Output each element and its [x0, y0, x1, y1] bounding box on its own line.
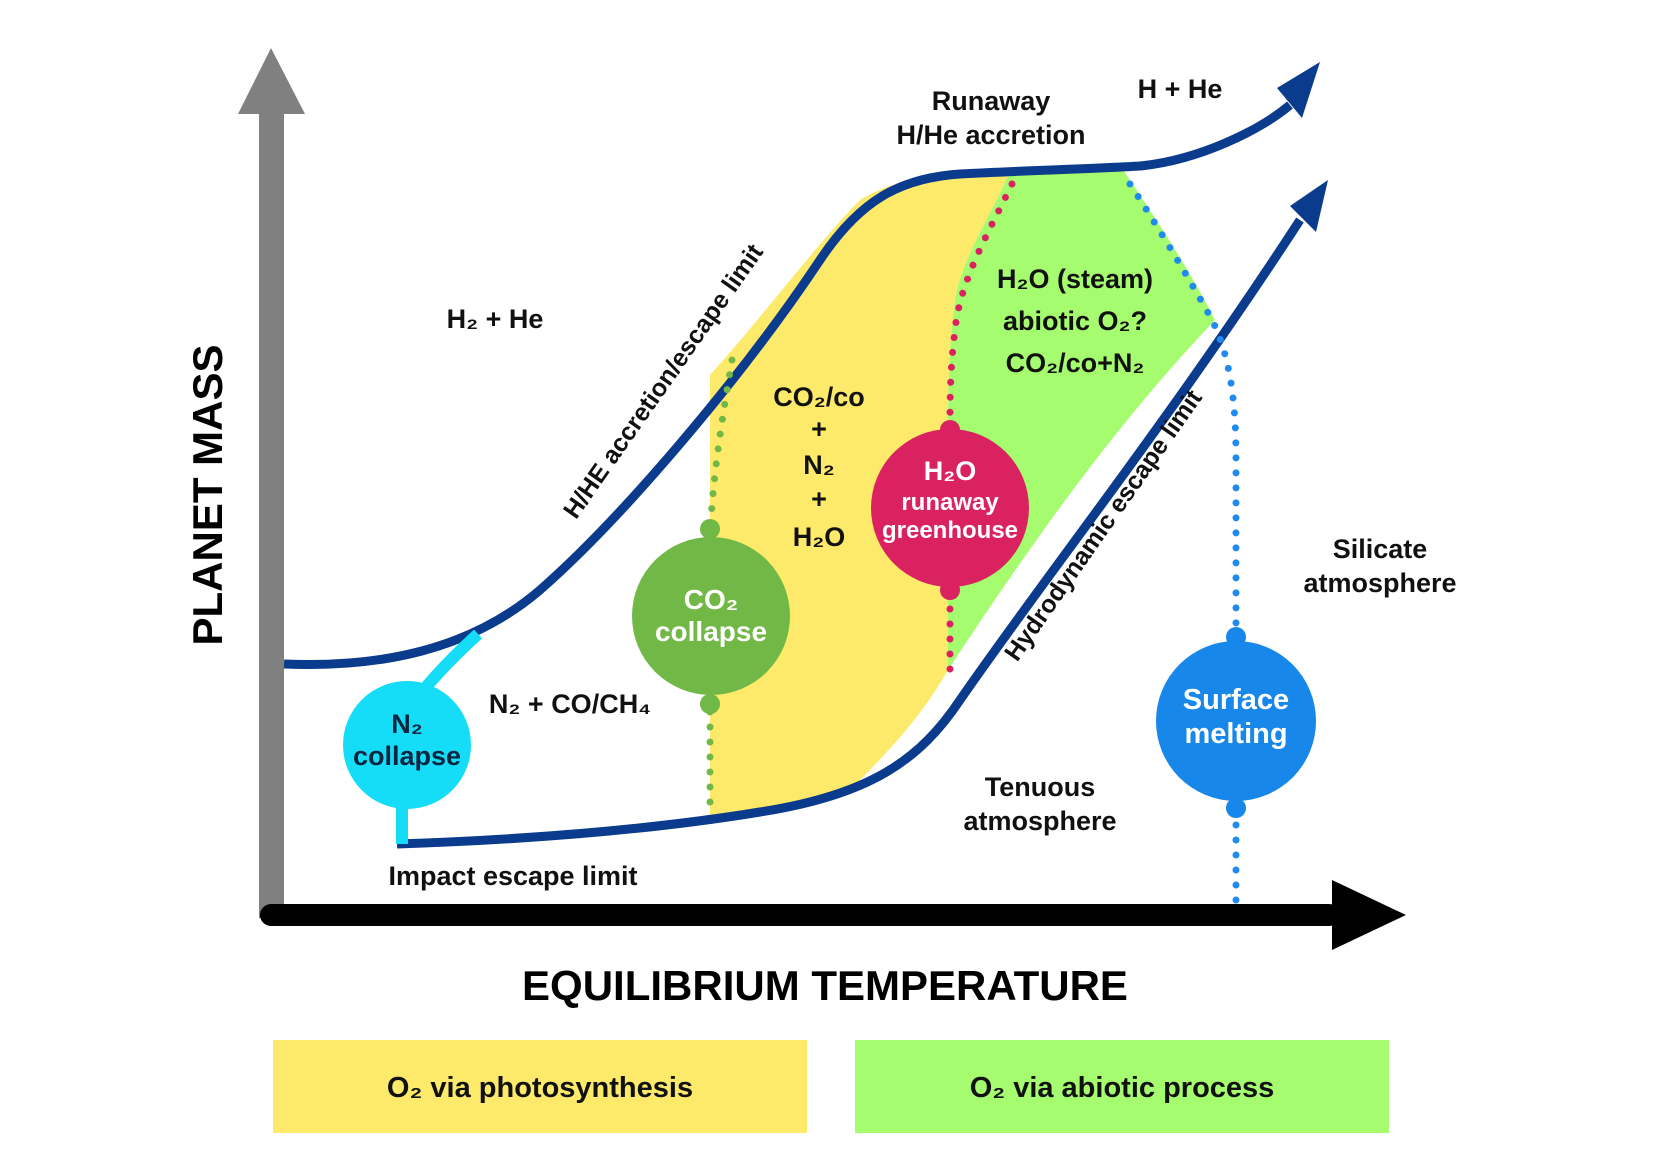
y-axis-arrowhead: [238, 48, 305, 114]
accretion-arrowhead: [1277, 62, 1320, 118]
yellow-region-line1: CO₂/co: [773, 382, 865, 412]
tenuous-label-line2: atmosphere: [963, 806, 1116, 836]
hydrodynamic-escape-curve: [396, 217, 1304, 849]
tenuous-label-line1: Tenuous: [985, 772, 1096, 802]
co2-collapse-node: [632, 519, 790, 714]
surface-melting-node: [1156, 627, 1316, 818]
hydrodynamic-arrowhead: [1290, 180, 1328, 232]
surface-melting-label-line1: Surface: [1183, 684, 1289, 716]
legend-photosynthesis-swatch: [273, 1040, 807, 1133]
yellow-region-line4: +: [811, 484, 827, 514]
n2-co-ch4-label: N₂ + CO/CH₄: [489, 689, 651, 719]
runaway-label-line1: Runaway: [932, 86, 1051, 116]
legend: O₂ via photosynthesis O₂ via abiotic pro…: [273, 1040, 1389, 1133]
yellow-region-line3: N₂: [803, 450, 835, 480]
photosynthesis-region: [710, 170, 1010, 818]
impact-escape-label: Impact escape limit: [388, 861, 637, 891]
legend-photosynthesis-label: O₂ via photosynthesis: [387, 1072, 693, 1104]
green-region-line1: H₂O (steam): [997, 264, 1153, 294]
x-axis-title: EQUILIBRIUM TEMPERATURE: [522, 962, 1128, 1009]
h2o-runaway-label-line3: greenhouse: [882, 517, 1018, 544]
n2-collapse-circle: [343, 681, 471, 809]
h2o-runaway-label-line2: runaway: [901, 489, 999, 516]
runaway-greenhouse-boundary: [946, 180, 1016, 434]
silicate-label-line2: atmosphere: [1303, 568, 1456, 598]
legend-abiotic-swatch: [855, 1040, 1389, 1133]
x-axis-arrowhead: [1332, 880, 1406, 950]
h2-he-label: H₂ + He: [447, 304, 544, 334]
co2-collapse-boundary: [706, 356, 736, 544]
legend-abiotic-label: O₂ via abiotic process: [970, 1072, 1275, 1104]
silicate-label-line1: Silicate: [1333, 534, 1428, 564]
n2-collapse-label-line1: N₂: [391, 709, 423, 739]
yellow-region-line5: H₂O: [793, 522, 846, 552]
h2o-runaway-node: [871, 420, 1029, 600]
green-region-line3: CO₂/co+N₂: [1006, 348, 1145, 378]
accretion-escape-curve: [283, 101, 1293, 669]
h-he-label: H + He: [1138, 74, 1223, 104]
y-axis-title: PLANET MASS: [184, 344, 231, 645]
n2-collapse-label-line2: collapse: [353, 741, 461, 771]
green-region-line2: abiotic O₂?: [1003, 306, 1147, 336]
y-axis-shaft: [259, 112, 284, 918]
co2-collapse-label-line1: CO₂: [684, 584, 738, 615]
x-axis-shaft: [260, 904, 1340, 926]
h2o-runaway-label-line1: H₂O: [924, 456, 977, 486]
co2-collapse-label-line2: collapse: [655, 616, 767, 647]
yellow-region-line2: +: [811, 414, 827, 444]
runaway-label-line2: H/He accretion: [896, 120, 1085, 150]
surface-melting-label-line2: melting: [1184, 718, 1287, 750]
